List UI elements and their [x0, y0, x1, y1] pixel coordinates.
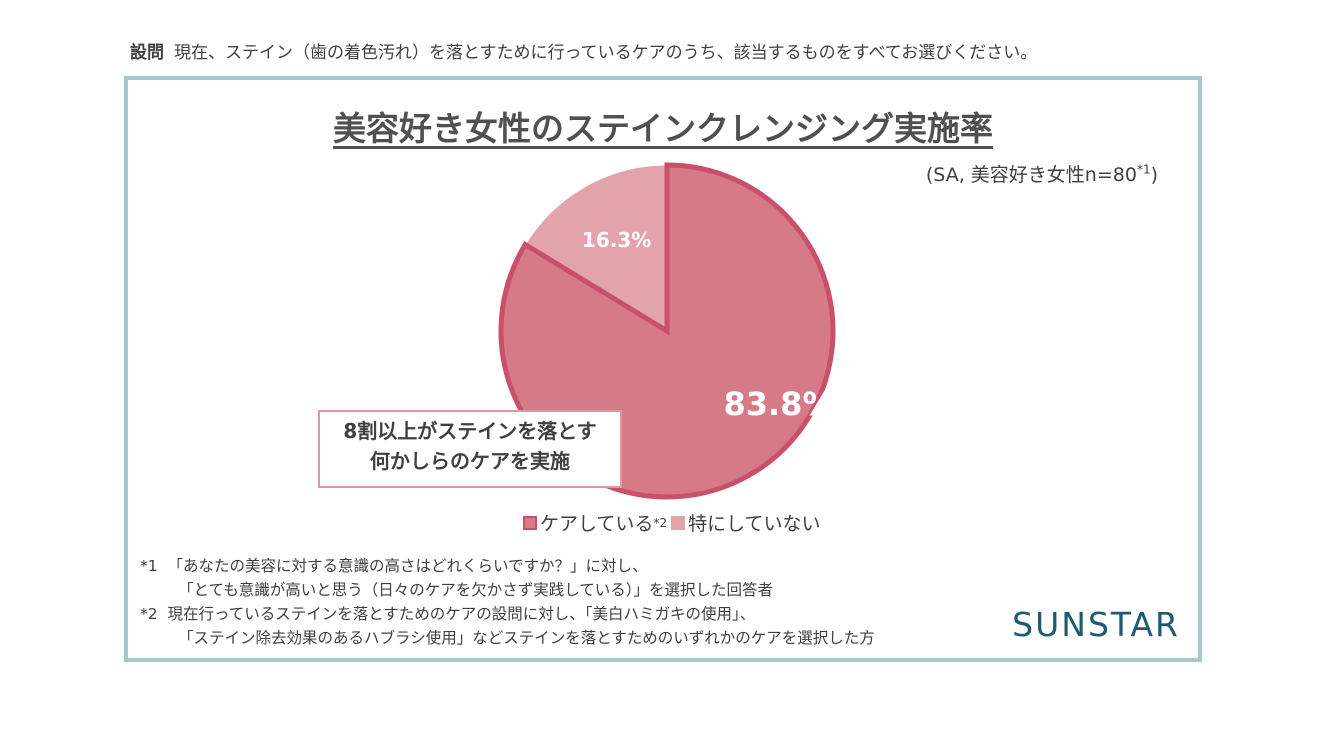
sunstar-logo: SUNSTAR [1012, 605, 1180, 644]
question-text: 現在、ステイン（歯の着色汚れ）を落とすために行っているケアのうち、該当するものを… [174, 43, 1038, 63]
chart-frame: 美容好き女性のステインクレンジング実施率 (SA, 美容好き女性n=80*1) … [124, 76, 1202, 662]
data-label-1: 16.3% [582, 228, 651, 252]
question-label: 設問 [130, 43, 164, 63]
legend: ケアしている *2 特にしていない [523, 509, 821, 536]
annotation-callout: 8割以上がステインを落とす 何かしらのケアを実施 [318, 410, 622, 488]
data-label-0: 83.8% [723, 385, 834, 423]
question: 設問 現在、ステイン（歯の着色汚れ）を落とすために行っているケアのうち、該当するも… [130, 38, 1037, 63]
pie-slice-1 [524, 164, 668, 332]
footnotes: *1 「あなたの美容に対する意識の高さはどれくらいですか？」に対し、 「とても意… [140, 557, 875, 647]
legend-label-care: ケアしている [540, 513, 654, 535]
legend-swatch-care [523, 515, 537, 530]
chart-title: 美容好き女性のステインクレンジング実施率 [333, 109, 993, 148]
chart-subtitle: (SA, 美容好き女性n=80*1) [925, 162, 1158, 186]
legend-swatch-none [671, 515, 686, 530]
legend-label-none: 特にしていない [688, 513, 821, 535]
